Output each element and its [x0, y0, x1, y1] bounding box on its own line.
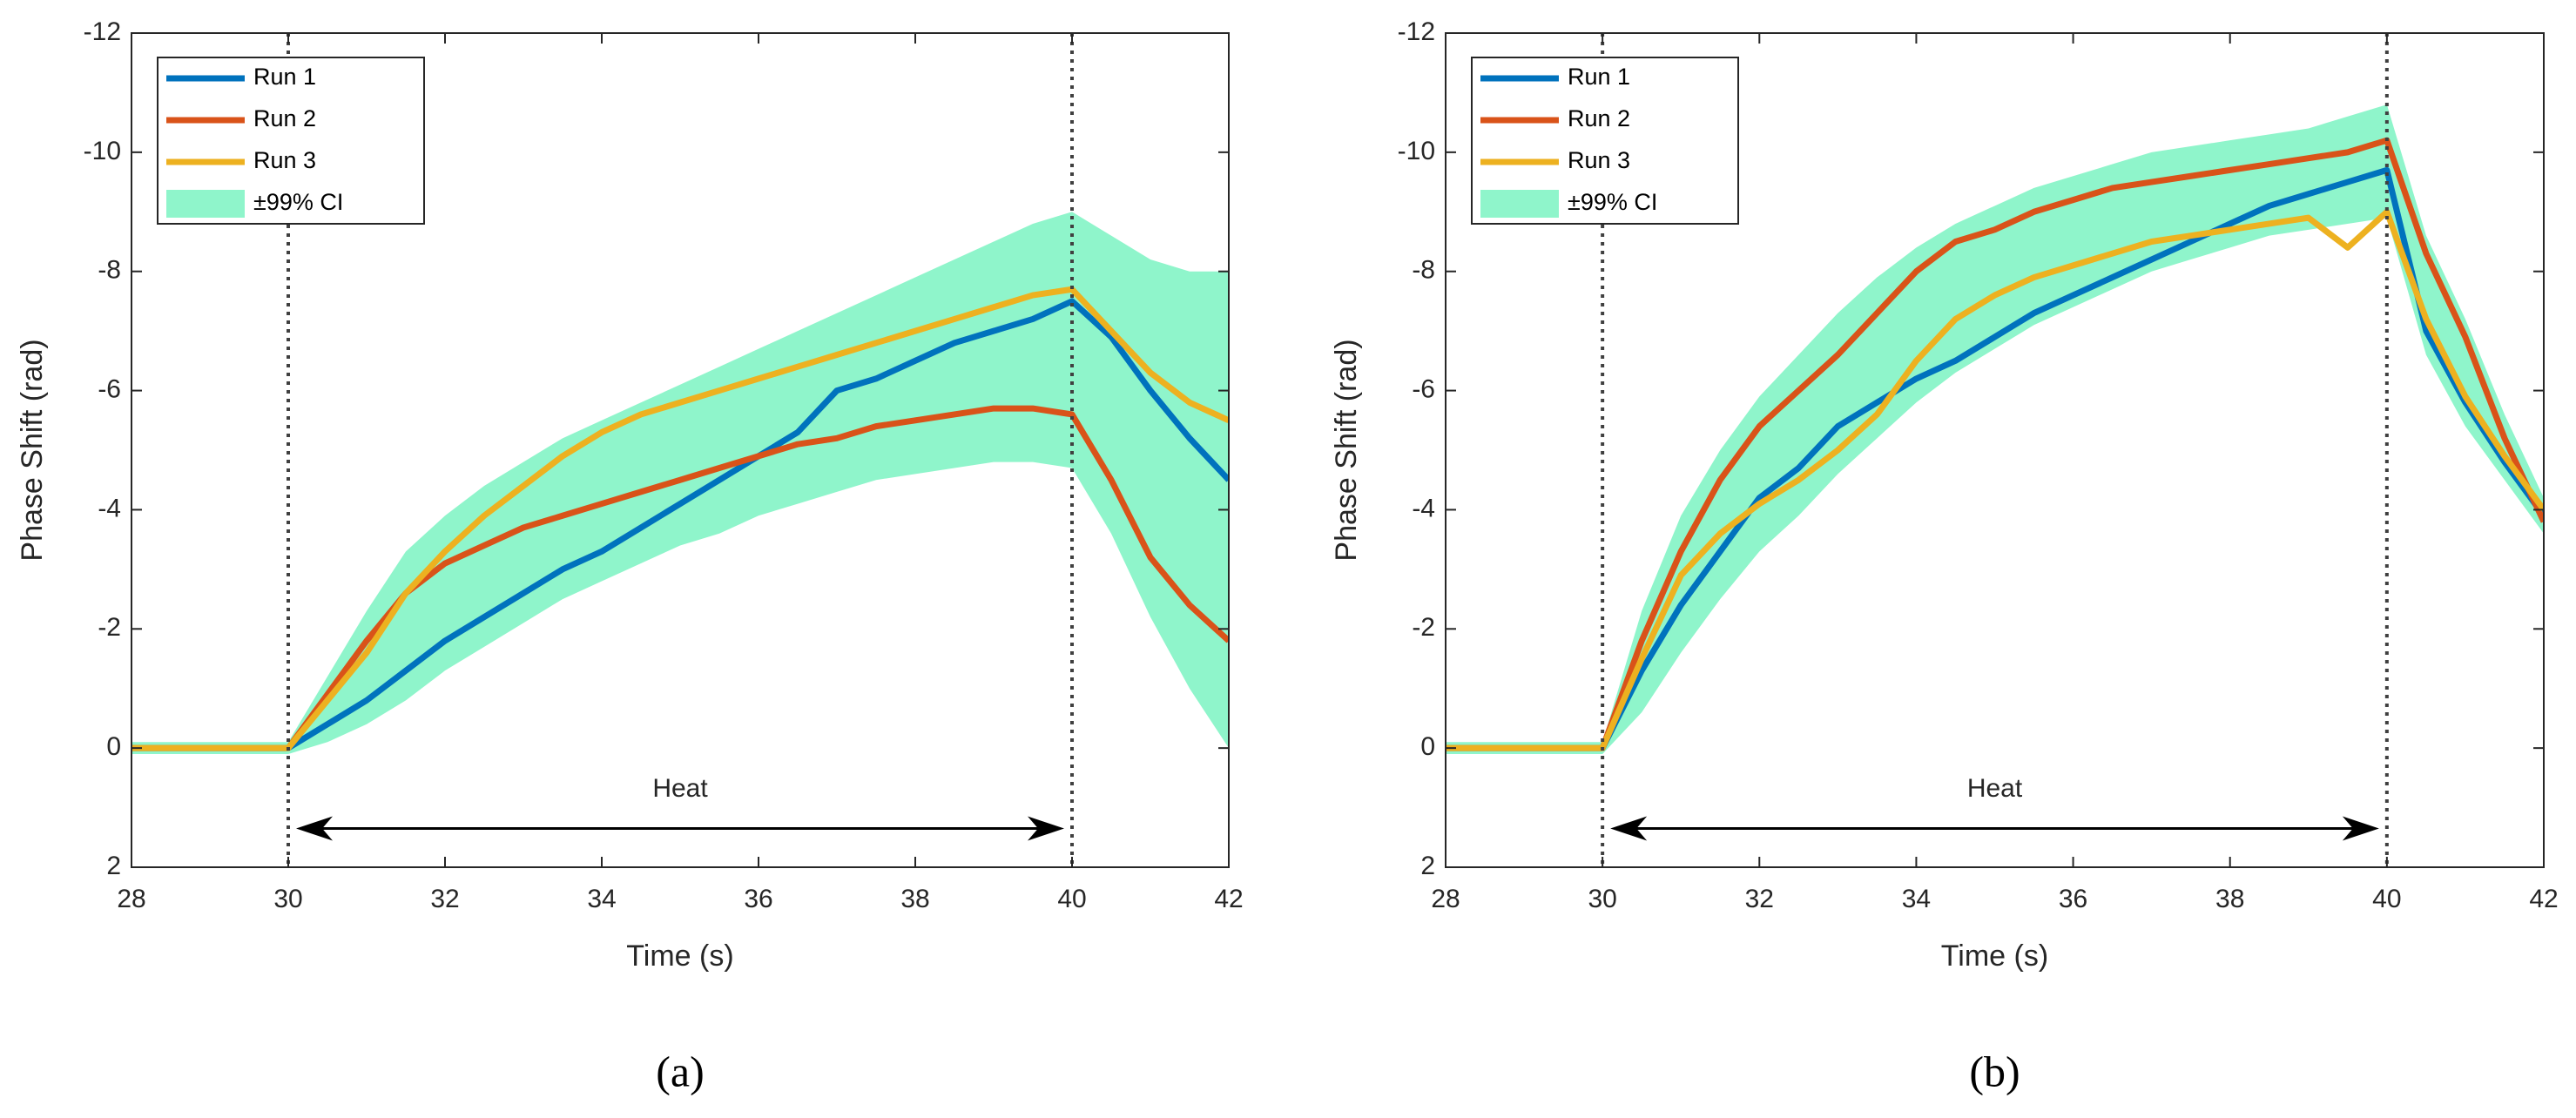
y-tick-label: -2	[98, 613, 121, 642]
y-tick-label: -12	[84, 17, 121, 46]
panel: Heat 28 30 32 34 36 38 40 42 -12 -10 -8 -6 -4 -2 0 2 Time…	[16, 17, 1244, 1096]
x-tick-label: 34	[1902, 885, 1931, 913]
y-tick-label: 0	[106, 732, 121, 761]
series-line	[131, 286, 1229, 751]
plot-area	[1446, 104, 2544, 754]
y-tick-label: 2	[1420, 852, 1435, 880]
x-tick-label: 28	[117, 885, 145, 913]
ci-band	[1446, 104, 2544, 754]
y-tick-label: -8	[1412, 256, 1435, 285]
arrow-head	[1028, 816, 1064, 841]
panel-label: (b)	[1969, 1047, 2020, 1095]
arrow-head	[2342, 816, 2379, 841]
x-tick-label: 30	[1588, 885, 1616, 913]
panel: Heat 28 30 32 34 36 38 40 42 -12 -10 -8 -6 -4 -2 0 2 Time…	[1330, 17, 2559, 1096]
y-tick-label: -4	[1412, 494, 1435, 522]
y-tick-label: 2	[106, 852, 121, 880]
x-tick-label: 28	[1431, 885, 1460, 913]
x-tick-label: 36	[744, 885, 772, 913]
y-tick-label: 0	[1420, 732, 1435, 761]
series-line	[1446, 166, 2544, 751]
annotation: Heat	[652, 774, 708, 803]
x-axis-label: Time (s)	[626, 940, 733, 973]
legend-label: Run 3	[1568, 147, 1630, 173]
x-tick-label: 32	[430, 885, 459, 913]
series-line	[131, 298, 1229, 751]
y-tick-label: -6	[1412, 374, 1435, 403]
arrow-head	[1610, 816, 1648, 841]
y-tick-label: -2	[1412, 613, 1435, 642]
x-tick-label: 42	[1214, 885, 1243, 913]
x-tick-label: 34	[587, 885, 616, 913]
y-axis-label: Phase Shift (rad)	[16, 339, 49, 561]
legend-label: ±99% CI	[1568, 189, 1657, 215]
x-tick-label: 38	[2215, 885, 2244, 913]
x-tick-label: 40	[2372, 885, 2401, 913]
legend-label: Run 1	[253, 64, 316, 90]
y-tick-label: -12	[1398, 17, 1435, 46]
annotation: Heat	[1967, 774, 2023, 803]
series-line	[1446, 208, 2544, 751]
x-tick-label: 40	[1057, 885, 1086, 913]
x-tick-label: 42	[2529, 885, 2558, 913]
legend-label: Run 2	[253, 105, 316, 131]
x-tick-label: 30	[273, 885, 302, 913]
x-tick-label: 36	[2059, 885, 2087, 913]
y-tick-label: -10	[1398, 137, 1435, 165]
arrow-head	[296, 816, 333, 841]
y-tick-label: -6	[98, 374, 121, 403]
x-axis-label: Time (s)	[1941, 940, 2048, 973]
y-tick-label: -8	[98, 256, 121, 285]
legend-label: Run 2	[1568, 105, 1630, 131]
x-tick-label: 38	[900, 885, 929, 913]
axes-frame	[131, 32, 1230, 868]
legend-label: Run 3	[253, 147, 316, 173]
y-tick-label: -4	[98, 494, 121, 522]
panel-label: (a)	[656, 1047, 705, 1095]
plot-area	[131, 212, 1229, 754]
y-tick-label: -10	[84, 137, 121, 165]
axes-frame	[1445, 32, 2545, 868]
legend-swatch	[1480, 190, 1559, 218]
y-axis-label: Phase Shift (rad)	[1330, 339, 1363, 561]
legend-label: Run 1	[1568, 64, 1630, 90]
legend-label: ±99% CI	[253, 189, 343, 215]
x-tick-label: 32	[1745, 885, 1774, 913]
legend-swatch	[166, 190, 245, 218]
series-line	[1446, 137, 2544, 751]
